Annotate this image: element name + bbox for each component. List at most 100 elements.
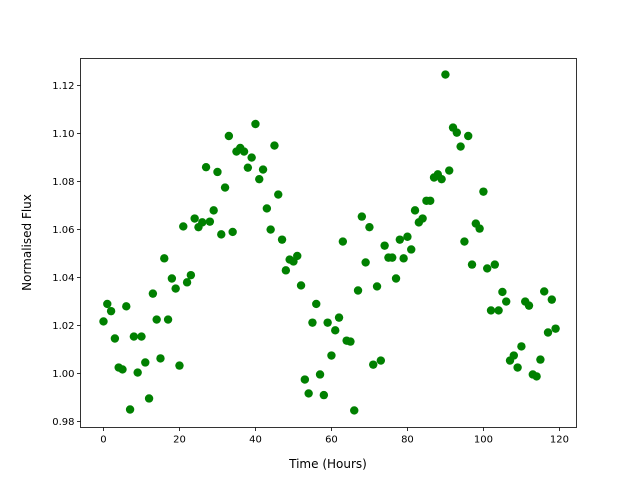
data-point (361, 258, 370, 267)
data-point (266, 225, 275, 234)
data-point (277, 235, 287, 244)
data-point (141, 358, 150, 367)
data-point (369, 360, 378, 369)
data-point (167, 274, 177, 283)
x-tick-label: 60 (325, 435, 338, 446)
x-tick-label: 120 (550, 435, 569, 446)
data-point (547, 295, 557, 304)
data-point (479, 187, 488, 196)
data-point (228, 227, 237, 237)
data-point (376, 356, 386, 365)
data-point (156, 354, 165, 363)
data-point (125, 405, 135, 414)
data-point (258, 165, 268, 174)
data-point (353, 286, 363, 295)
x-tick-label: 40 (249, 435, 262, 446)
data-point (182, 278, 192, 287)
data-point (247, 153, 256, 162)
data-point (179, 222, 188, 231)
data-point (201, 162, 211, 172)
data-point (350, 406, 359, 415)
data-point (217, 230, 226, 239)
data-point (437, 174, 446, 184)
y-tick-label: 1.10 (52, 129, 74, 140)
data-point (509, 351, 519, 360)
plot-frame (80, 58, 577, 428)
data-point (395, 235, 405, 244)
data-point (331, 326, 340, 335)
data-point (293, 251, 302, 261)
data-point (452, 128, 462, 137)
data-point (148, 289, 158, 298)
data-point (391, 274, 401, 283)
data-point (494, 306, 503, 315)
y-tick-label: 1.02 (52, 321, 74, 332)
data-point (270, 141, 279, 150)
data-point (239, 147, 249, 156)
y-tick-label: 0.98 (52, 417, 74, 428)
data-point (441, 70, 450, 79)
y-tick-label: 1.04 (52, 273, 74, 284)
data-point (403, 232, 412, 241)
y-tick-label: 1.08 (52, 177, 74, 188)
y-tick-label: 1.06 (52, 225, 74, 236)
data-point (540, 287, 549, 296)
data-point (543, 328, 553, 337)
data-point (220, 183, 230, 192)
data-point (255, 174, 264, 184)
data-point (464, 131, 473, 141)
data-point (346, 337, 355, 346)
data-point (475, 224, 484, 233)
data-point (224, 131, 234, 141)
data-point (262, 204, 272, 213)
data-point (334, 313, 344, 322)
x-tick-label: 20 (173, 435, 186, 446)
data-point (137, 332, 146, 341)
y-axis-label: Normalised Flux (20, 194, 34, 291)
data-point (536, 355, 545, 364)
data-point (118, 365, 127, 374)
data-point (524, 301, 534, 310)
data-point (122, 302, 131, 311)
data-point (380, 241, 389, 250)
data-point (460, 237, 469, 246)
data-point (517, 342, 526, 351)
data-point (110, 334, 120, 343)
data-point (483, 264, 492, 273)
data-point (399, 254, 408, 263)
x-tick-label: 100 (474, 435, 493, 446)
data-point (103, 299, 112, 309)
data-points (99, 70, 560, 415)
y-tick-label: 1.12 (52, 81, 74, 92)
x-tick-label: 0 (100, 435, 106, 446)
data-point (357, 212, 367, 221)
data-point (300, 375, 310, 384)
x-axis-ticks: 0 20 40 60 80 100 120 (100, 427, 569, 446)
data-point (490, 260, 500, 269)
data-point (319, 390, 329, 400)
data-point (281, 266, 291, 275)
data-point (198, 218, 207, 227)
data-point (99, 317, 108, 326)
data-point (171, 284, 180, 293)
data-point (338, 237, 348, 246)
data-point (133, 368, 142, 377)
data-point (486, 306, 496, 315)
data-point (445, 166, 454, 175)
data-point (129, 332, 139, 341)
data-point (308, 318, 317, 327)
data-point (456, 142, 465, 151)
data-point (106, 306, 116, 316)
y-axis-ticks: 0.98 1.00 1.02 1.04 1.06 1.08 1.10 1.12 (52, 81, 81, 428)
data-point (426, 196, 435, 205)
data-point (175, 361, 184, 370)
x-tick-label: 80 (401, 435, 414, 446)
data-point (144, 394, 154, 403)
data-point (243, 163, 253, 172)
data-point (323, 318, 332, 327)
data-point (296, 281, 306, 290)
data-point (190, 214, 199, 223)
data-point (532, 372, 541, 381)
data-point (388, 253, 397, 262)
